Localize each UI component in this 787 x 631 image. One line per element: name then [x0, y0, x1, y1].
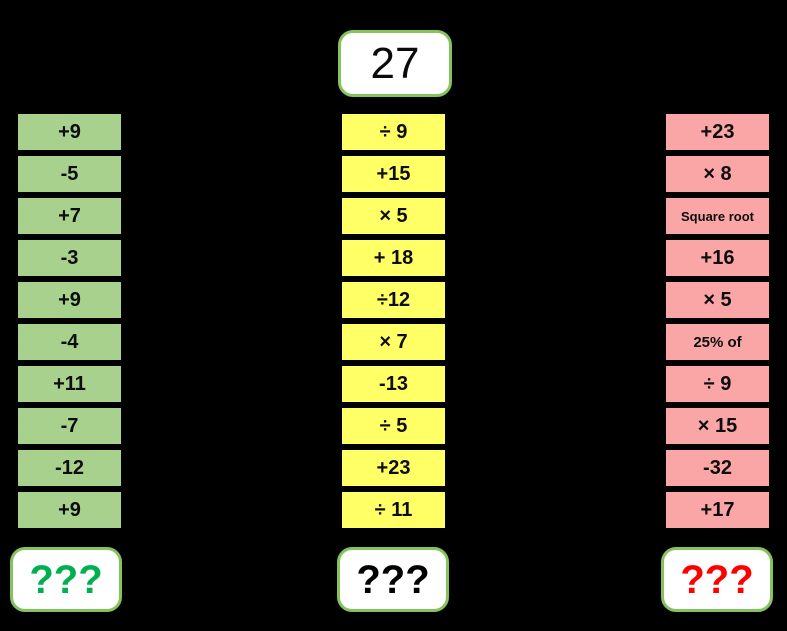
operation-cell: ÷ 5: [340, 406, 447, 446]
start-number: 27: [370, 38, 420, 88]
answer-placeholder-pink: ???: [680, 557, 754, 602]
operation-cell: +9: [16, 112, 123, 152]
operation-cell: × 15: [664, 406, 771, 446]
operation-cell: -7: [16, 406, 123, 446]
operation-cell: -5: [16, 154, 123, 194]
operation-cell: +15: [340, 154, 447, 194]
operation-cell: ÷ 11: [340, 490, 447, 530]
answer-box-yellow[interactable]: ???: [337, 547, 449, 612]
operation-cell: -3: [16, 238, 123, 278]
operation-cell: -12: [16, 448, 123, 488]
operation-cell: ÷12: [340, 280, 447, 320]
answer-box-green[interactable]: ???: [10, 547, 122, 612]
answer-placeholder-green: ???: [29, 557, 103, 602]
operation-cell: × 5: [340, 196, 447, 236]
column-green-chain: +9 -5 +7 -3 +9 -4 +11 -7 -12 +9: [16, 112, 123, 530]
operation-cell: +17: [664, 490, 771, 530]
operation-cell: × 7: [340, 322, 447, 362]
operation-cell: -32: [664, 448, 771, 488]
operation-cell: × 8: [664, 154, 771, 194]
operation-cell: + 18: [340, 238, 447, 278]
column-pink-chain: +23 × 8 Square root +16 × 5 25% of ÷ 9 ×…: [664, 112, 771, 530]
operation-cell: +23: [340, 448, 447, 488]
operation-cell: +23: [664, 112, 771, 152]
operation-cell: +9: [16, 280, 123, 320]
operation-cell: × 5: [664, 280, 771, 320]
operation-cell: +9: [16, 490, 123, 530]
answer-placeholder-yellow: ???: [356, 557, 430, 602]
operation-cell-square-root: Square root: [664, 196, 771, 236]
operation-cell: +7: [16, 196, 123, 236]
answer-box-pink[interactable]: ???: [661, 547, 773, 612]
operation-cell: +11: [16, 364, 123, 404]
operation-cell-percent-of: 25% of: [664, 322, 771, 362]
start-number-box: 27: [338, 30, 452, 97]
operation-cell: -4: [16, 322, 123, 362]
operation-cell: -13: [340, 364, 447, 404]
column-yellow-chain: ÷ 9 +15 × 5 + 18 ÷12 × 7 -13 ÷ 5 +23 ÷ 1…: [340, 112, 447, 530]
operation-cell: ÷ 9: [340, 112, 447, 152]
operation-cell: ÷ 9: [664, 364, 771, 404]
operation-cell: +16: [664, 238, 771, 278]
